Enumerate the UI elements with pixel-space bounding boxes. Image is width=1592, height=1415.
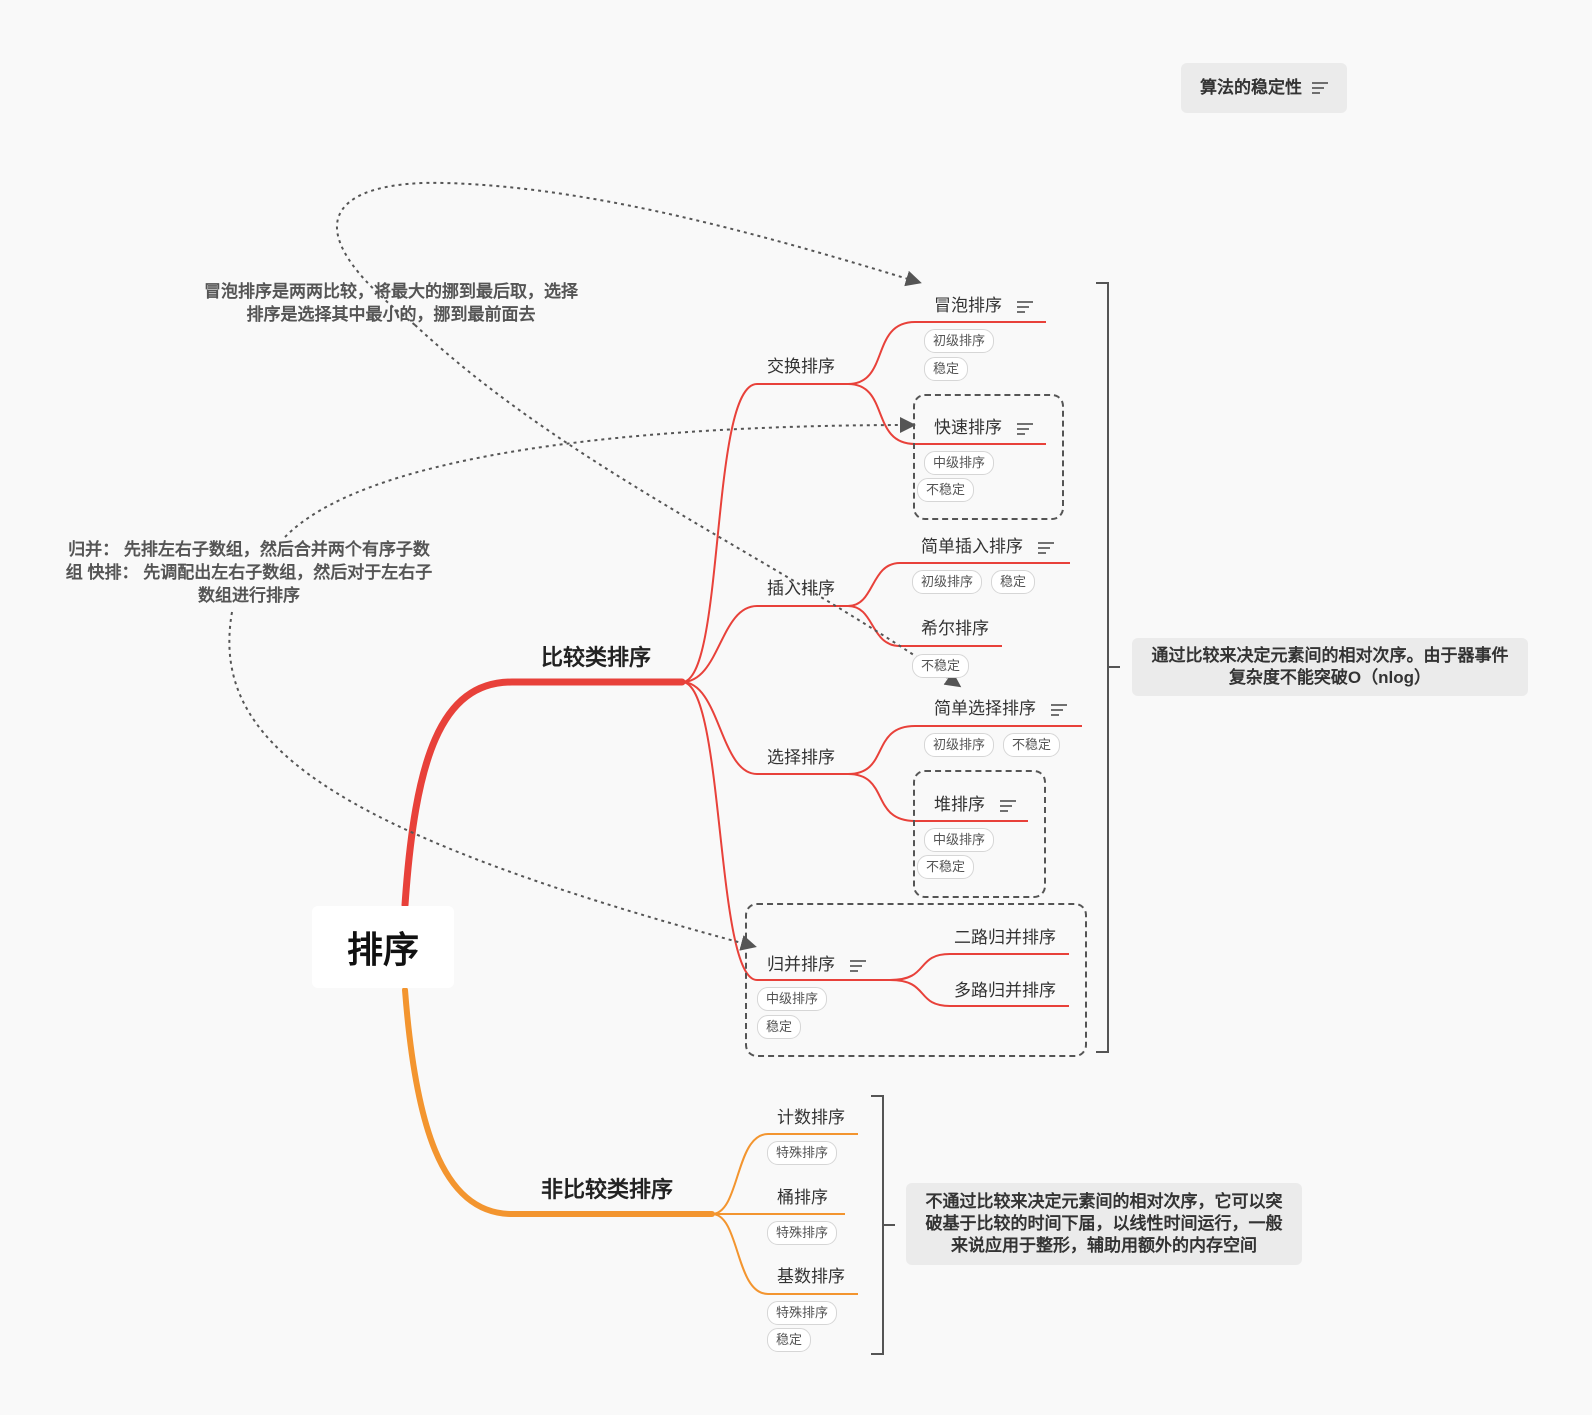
- line-bubble: [847, 321, 1046, 385]
- tag-merge-stability: 稳定: [757, 1015, 802, 1039]
- floating-stability-label: 算法的稳定性: [1200, 78, 1302, 97]
- item-simple-insertion-sort[interactable]: 简单插入排序: [921, 532, 1054, 557]
- line-heap: [847, 773, 1028, 822]
- item-heap-sort[interactable]: 堆排序: [934, 790, 1016, 815]
- merge-sort-box: [745, 903, 1087, 1057]
- item-multi-way-merge[interactable]: 多路归并排序: [954, 981, 1056, 1000]
- tag-merge-level: 中级排序: [757, 987, 828, 1011]
- item-counting-sort[interactable]: 计数排序: [777, 1108, 845, 1127]
- branch-line-non-comparison: [402, 987, 715, 1217]
- tag-heap-level: 中级排序: [924, 828, 995, 852]
- floating-bubble-vs-selection[interactable]: 冒泡排序是两两比较，将最大的挪到最后取，选择排序是选择其中最小的，挪到最前面去: [204, 282, 578, 324]
- tag-simple-selection-stability: 不稳定: [1003, 733, 1061, 757]
- note-lines-icon[interactable]: [1016, 300, 1033, 313]
- relation-bubble-selection-down: [414, 324, 962, 688]
- branch-non-comparison[interactable]: 非比较类排序: [541, 1177, 674, 1202]
- item-quick-sort-label: 快速排序: [934, 418, 1002, 437]
- floating-merge-vs-quick[interactable]: 归并： 先排左右子数组，然后合并两个有序子数组 快排： 先调配出左右子数组，然后…: [65, 540, 433, 605]
- tag-simple-insertion-stability: 稳定: [991, 570, 1036, 594]
- branch-comparison[interactable]: 比较类排序: [541, 645, 652, 670]
- summary-comparison[interactable]: 通过比较来决定元素间的相对次序。由于器事件复杂度不能突破O（nlog）: [1132, 638, 1528, 696]
- line-radix: [711, 1213, 858, 1295]
- relation-merge-quick-down: [228, 611, 757, 951]
- floating-stability[interactable]: 算法的稳定性: [1181, 63, 1347, 113]
- tag-simple-insertion-level: 初级排序: [912, 570, 983, 594]
- tag-quick-stability: 不稳定: [917, 478, 975, 502]
- group-merge[interactable]: 归并排序: [767, 950, 866, 975]
- tag-bubble-level: 初级排序: [924, 329, 995, 353]
- tag-quick-level: 中级排序: [924, 451, 995, 475]
- line-two-way: [889, 953, 1069, 981]
- note-lines-icon[interactable]: [1037, 541, 1054, 554]
- tag-bucket-level: 特殊排序: [767, 1221, 838, 1245]
- item-heap-sort-label: 堆排序: [934, 795, 985, 814]
- tag-heap-stability: 不稳定: [917, 855, 975, 879]
- item-simple-selection-label: 简单选择排序: [934, 699, 1036, 718]
- item-radix-sort[interactable]: 基数排序: [777, 1267, 845, 1286]
- tag-radix-stability: 稳定: [767, 1328, 812, 1352]
- root-topic[interactable]: 排序: [312, 906, 454, 988]
- note-lines-icon[interactable]: [999, 799, 1016, 812]
- group-exchange[interactable]: 交换排序: [767, 357, 835, 376]
- tag-shell-stability: 不稳定: [912, 654, 970, 678]
- tag-radix-level: 特殊排序: [767, 1301, 838, 1325]
- item-simple-selection-sort[interactable]: 简单选择排序: [934, 694, 1067, 719]
- line-quick: [847, 383, 1046, 445]
- line-selection: [681, 681, 848, 775]
- line-counting: [711, 1133, 858, 1215]
- group-selection[interactable]: 选择排序: [767, 748, 835, 767]
- note-lines-icon[interactable]: [1050, 703, 1067, 716]
- line-multi-way: [889, 979, 1069, 1007]
- quick-sort-box: [913, 394, 1064, 520]
- item-bubble-sort[interactable]: 冒泡排序: [934, 291, 1033, 316]
- note-lines-icon[interactable]: [849, 959, 866, 972]
- relation-merge-quick-up: [284, 417, 916, 538]
- line-simple-insertion: [847, 562, 1070, 607]
- item-bucket-sort[interactable]: 桶排序: [777, 1188, 828, 1207]
- tag-bubble-stability: 稳定: [924, 357, 969, 381]
- line-simple-selection: [847, 725, 1082, 775]
- bracket-comparison: [1096, 282, 1120, 1053]
- summary-non-comparison[interactable]: 不通过比较来决定元素间的相对次序，它可以突破基于比较的时间下届，以线性时间运行，…: [906, 1183, 1302, 1265]
- group-insertion[interactable]: 插入排序: [767, 579, 835, 598]
- note-lines-icon[interactable]: [1312, 82, 1328, 94]
- tag-simple-selection-level: 初级排序: [924, 733, 995, 757]
- heap-sort-box: [913, 770, 1046, 898]
- bracket-non-comparison: [871, 1095, 895, 1355]
- line-exchange: [681, 383, 848, 683]
- item-simple-insertion-label: 简单插入排序: [921, 537, 1023, 556]
- note-lines-icon[interactable]: [1016, 422, 1033, 435]
- item-quick-sort[interactable]: 快速排序: [934, 413, 1033, 438]
- item-two-way-merge[interactable]: 二路归并排序: [954, 928, 1056, 947]
- item-shell-sort[interactable]: 希尔排序: [921, 619, 989, 638]
- line-insertion: [681, 605, 848, 683]
- tag-counting-level: 特殊排序: [767, 1141, 838, 1165]
- group-merge-label: 归并排序: [767, 955, 835, 974]
- branch-line-comparison: [401, 678, 686, 909]
- item-bubble-sort-label: 冒泡排序: [934, 296, 1002, 315]
